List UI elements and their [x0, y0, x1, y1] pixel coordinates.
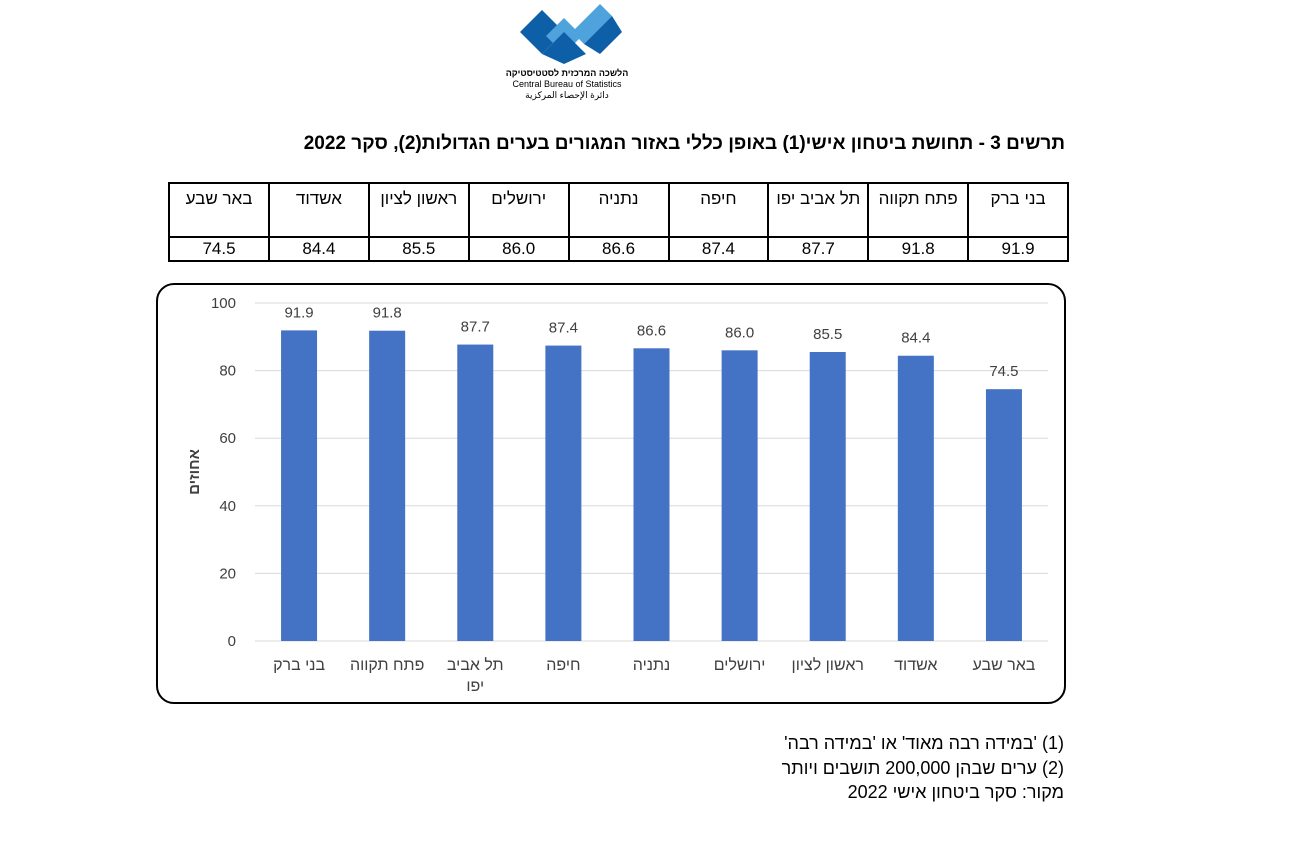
bar-chart: 0 20 40 60 80 100 אחוזים 91.9 בני ברק 91.8 פתח תקו…: [186, 295, 1048, 695]
table-value-cell: 74.5: [168, 236, 270, 262]
table-value-cell: 85.5: [367, 236, 470, 262]
chart-title: תרשים 3 - תחושת ביטחון אישי(1) באופן כלל…: [303, 133, 1065, 154]
y-tick-label: 20: [219, 565, 236, 582]
table-city-cell: אשדוד: [268, 182, 370, 238]
y-tick-label: 100: [211, 295, 236, 312]
y-tick-label: 80: [219, 363, 236, 380]
table-value-cell: 87.7: [767, 236, 870, 262]
table-value-cell: 87.4: [667, 236, 770, 262]
values-table: בני ברק פתח תקווה תל אביב יפו חיפה נתניה…: [168, 182, 1069, 262]
data-label: 84.4: [901, 330, 930, 347]
x-tick-label: תל אביב: [447, 656, 504, 674]
table-value-cell: 84.4: [268, 236, 370, 262]
bar: [897, 355, 934, 641]
x-tick-label: פתח תקווה: [350, 657, 424, 674]
bar: [545, 345, 582, 641]
table-header-row: בני ברק פתח תקווה תל אביב יפו חיפה נתניה…: [168, 182, 1069, 238]
data-label: 87.7: [461, 319, 490, 336]
bar: [985, 389, 1022, 641]
bar: [369, 330, 406, 641]
bar: [281, 330, 318, 641]
table-city-cell: נתניה: [567, 182, 670, 238]
x-tick-label: באר שבע: [973, 657, 1036, 674]
data-label: 87.4: [549, 320, 578, 337]
table-city-cell: בני ברק: [967, 182, 1069, 238]
y-tick-label: 40: [219, 498, 236, 515]
data-label: 85.5: [813, 326, 842, 343]
logo-org-hebrew: הלשכה המרכזית לסטטיסטיקה: [505, 68, 629, 78]
footnote-1: (1) 'במידה רבה מאוד' או 'במידה רבה': [784, 733, 1064, 753]
bar: [809, 352, 846, 641]
x-tick-label: ראשון לציון: [792, 656, 864, 674]
table-city-cell: פתח תקווה: [867, 182, 970, 238]
data-label: 86.0: [725, 324, 754, 341]
table-value-cell: 86.6: [567, 236, 670, 262]
x-tick-label: יפו: [466, 678, 484, 695]
table-city-cell: ראשון לציון: [367, 182, 470, 238]
x-tick-label: חיפה: [546, 657, 580, 674]
logo-org-arabic: دائرة الإحصاء المركزية: [525, 90, 609, 100]
logo-org-english: Central Bureau of Statistics: [512, 79, 622, 89]
x-tick-label: אשדוד: [894, 657, 937, 674]
x-tick-label: ירושלים: [714, 656, 766, 674]
data-label: 86.6: [637, 322, 666, 339]
x-tick-label: נתניה: [633, 657, 670, 674]
chart-frame: 0 20 40 60 80 100 אחוזים 91.9 בני ברק 91.8 פתח תקו…: [156, 283, 1066, 704]
y-axis-label: אחוזים: [186, 449, 203, 495]
footnote-2: (2) ערים שבהן 200,000 תושבים ויותר: [781, 757, 1064, 778]
data-label: 91.8: [373, 305, 402, 322]
table-city-cell: חיפה: [667, 182, 770, 238]
cbs-logo-icon: [520, 4, 622, 64]
bar: [721, 350, 758, 641]
table-value-cell: 91.8: [867, 236, 970, 262]
y-tick-label: 60: [219, 430, 236, 447]
data-label: 74.5: [989, 363, 1018, 380]
source-note: מקור: סקר ביטחון אישי 2022: [847, 782, 1064, 802]
table-city-cell: באר שבע: [168, 182, 270, 238]
table-city-cell: תל אביב יפו: [767, 182, 870, 238]
footnotes: (1) 'במידה רבה מאוד' או 'במידה רבה' (2) …: [700, 731, 1064, 805]
x-tick-label: בני ברק: [273, 657, 325, 674]
data-label: 91.9: [284, 304, 313, 321]
table-value-cell: 86.0: [467, 236, 570, 262]
table-city-cell: ירושלים: [467, 182, 570, 238]
cbs-logo: הלשכה המרכזית לסטטיסטיקה Central Bureau …: [505, 2, 629, 106]
bar: [633, 348, 670, 641]
table-value-cell: 91.9: [967, 236, 1069, 262]
y-tick-label: 0: [228, 633, 236, 650]
table-values-row: 91.9 91.8 87.7 87.4 86.6 86.0 85.5 84.4 …: [168, 236, 1069, 262]
bar: [457, 344, 494, 641]
